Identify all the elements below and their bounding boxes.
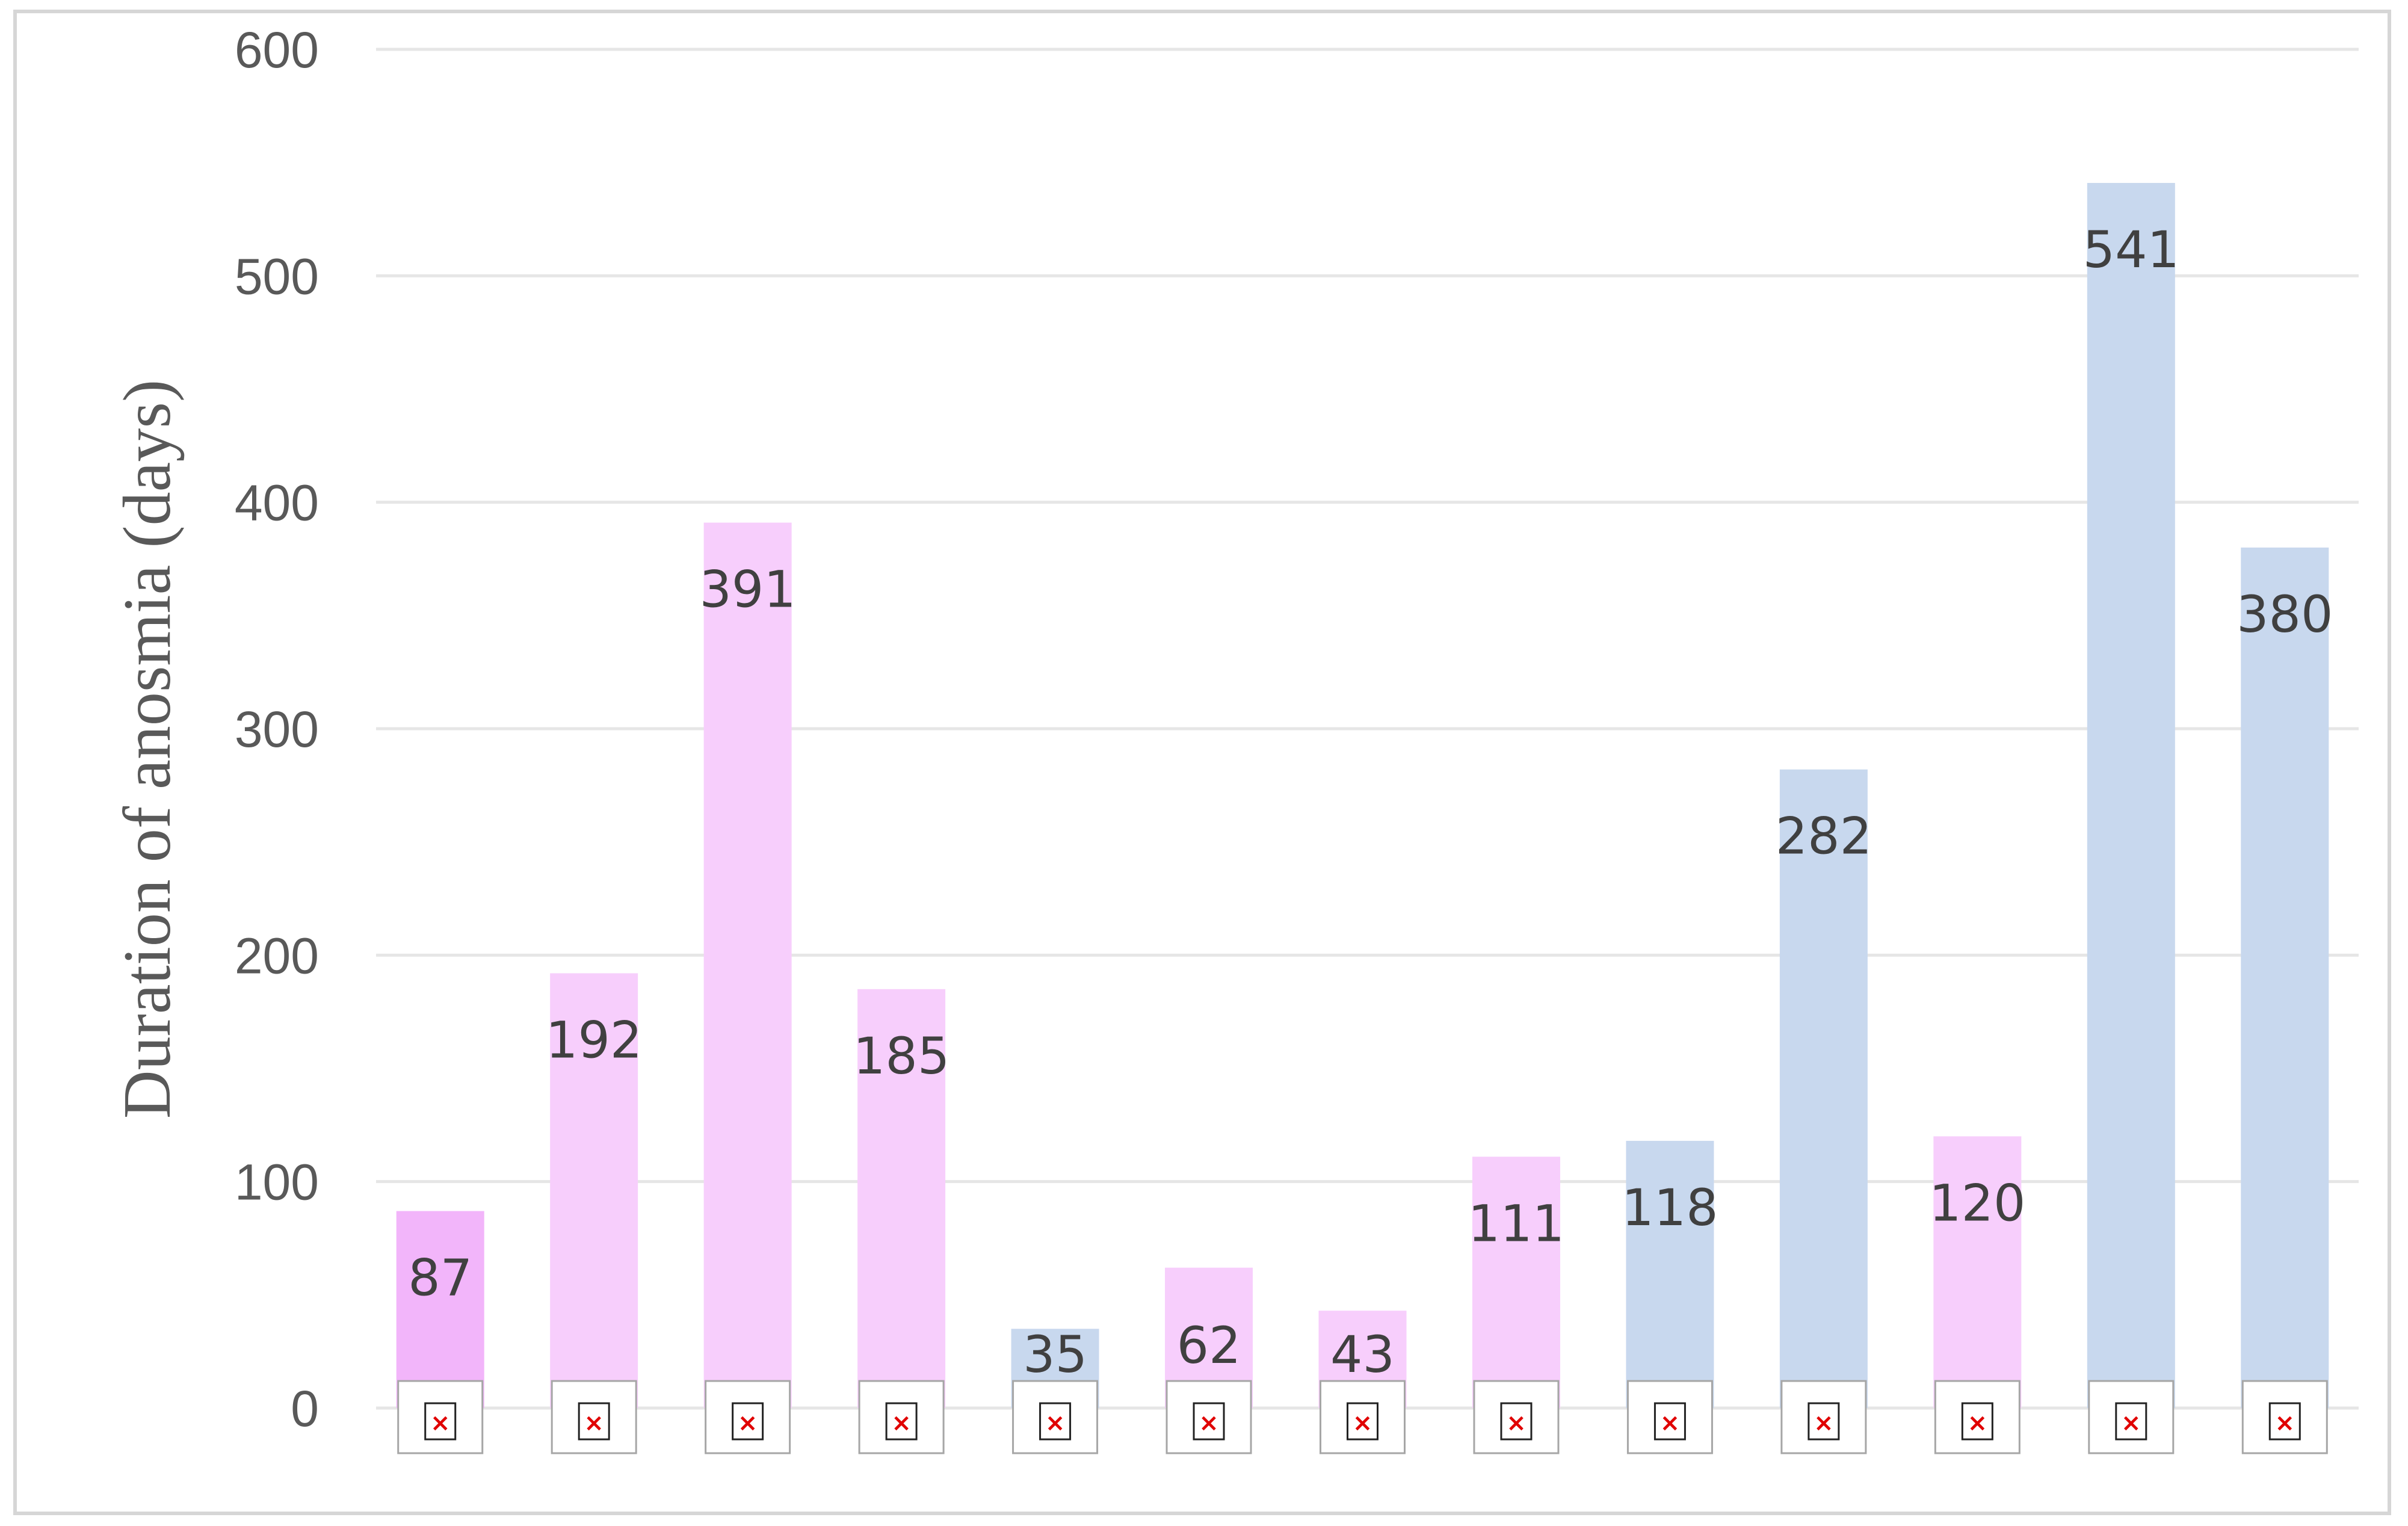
svg-text:×: × bbox=[584, 1409, 604, 1437]
data-label: 192 bbox=[546, 1010, 642, 1069]
data-label: 35 bbox=[1023, 1325, 1087, 1384]
bar bbox=[1626, 1140, 1714, 1408]
bar bbox=[396, 1211, 484, 1408]
broken-image-icon: × bbox=[1165, 1380, 1252, 1454]
y-tick-label: 200 bbox=[235, 927, 319, 984]
y-tick-label: 500 bbox=[235, 248, 319, 304]
broken-image-icon: × bbox=[1780, 1380, 1867, 1454]
y-tick-label: 400 bbox=[235, 475, 319, 531]
svg-text:×: × bbox=[1968, 1409, 1988, 1437]
y-tick-label: 300 bbox=[235, 701, 319, 758]
svg-text:×: × bbox=[1506, 1409, 1527, 1437]
data-label: 62 bbox=[1177, 1316, 1241, 1375]
broken-image-icon: × bbox=[705, 1380, 791, 1454]
broken-image-icon: × bbox=[858, 1380, 945, 1454]
bars bbox=[396, 183, 2329, 1409]
data-label: 120 bbox=[1929, 1173, 2025, 1232]
bar bbox=[703, 522, 792, 1409]
y-tick-label: 100 bbox=[235, 1154, 319, 1211]
data-label: 118 bbox=[1622, 1178, 1718, 1237]
svg-text:×: × bbox=[1045, 1409, 1066, 1437]
bar bbox=[550, 973, 638, 1408]
svg-text:×: × bbox=[430, 1409, 451, 1437]
svg-text:×: × bbox=[738, 1409, 758, 1437]
data-labels: 87 192 391 185 35 62 43 111 118 282 120 541 380 bbox=[408, 220, 2333, 1384]
bar bbox=[1933, 1136, 2022, 1408]
svg-text:×: × bbox=[1814, 1409, 1834, 1437]
svg-text:×: × bbox=[1660, 1409, 1681, 1437]
broken-image-icon: × bbox=[1934, 1380, 2021, 1454]
broken-image-icon: × bbox=[551, 1380, 637, 1454]
svg-text:×: × bbox=[2121, 1409, 2141, 1437]
svg-text:×: × bbox=[1199, 1409, 1219, 1437]
data-label: 185 bbox=[853, 1027, 949, 1086]
broken-image-icon: × bbox=[1626, 1380, 1713, 1454]
category-markers: × × × × × × × × × × × × × bbox=[397, 1380, 2328, 1454]
broken-image-icon: × bbox=[1320, 1380, 1406, 1454]
gridlines bbox=[376, 48, 2359, 1410]
svg-text:×: × bbox=[1353, 1409, 1373, 1437]
bar bbox=[2241, 547, 2329, 1408]
data-label: 111 bbox=[1468, 1194, 1564, 1253]
broken-image-icon: × bbox=[2241, 1380, 2328, 1454]
bar bbox=[1472, 1157, 1560, 1408]
data-label: 282 bbox=[1776, 807, 1872, 866]
data-label: 541 bbox=[2083, 220, 2179, 279]
bar bbox=[1779, 769, 1868, 1408]
bar bbox=[2087, 183, 2175, 1409]
broken-image-icon: × bbox=[397, 1380, 484, 1454]
y-tick-label: 0 bbox=[291, 1380, 319, 1437]
broken-image-icon: × bbox=[1012, 1380, 1099, 1454]
y-tick-label: 600 bbox=[235, 22, 319, 78]
svg-text:×: × bbox=[2275, 1409, 2295, 1437]
y-axis-ticks: 0 100 200 300 400 500 600 bbox=[235, 22, 319, 1437]
bar bbox=[857, 989, 946, 1408]
broken-image-icon: × bbox=[1473, 1380, 1560, 1454]
data-label: 87 bbox=[408, 1249, 472, 1308]
data-label: 391 bbox=[699, 560, 795, 619]
y-axis-title: Duration of anosmia (days) bbox=[110, 380, 185, 1119]
svg-text:×: × bbox=[891, 1409, 912, 1437]
data-label: 380 bbox=[2237, 585, 2333, 644]
data-label: 43 bbox=[1330, 1325, 1395, 1384]
broken-image-icon: × bbox=[2088, 1380, 2175, 1454]
